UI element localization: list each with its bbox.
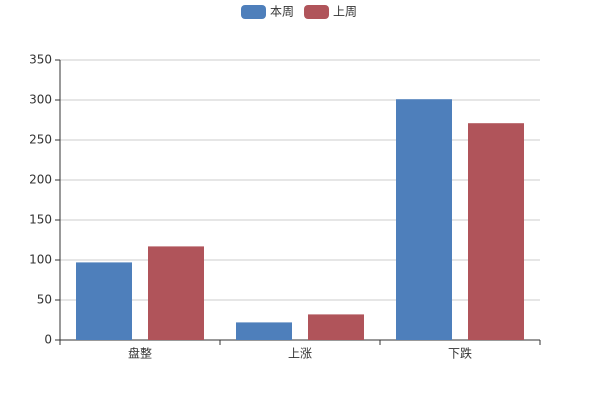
- bar[interactable]: [396, 99, 452, 340]
- x-tick-label: 上涨: [288, 346, 312, 361]
- y-tick-label: 250: [29, 133, 52, 147]
- y-tick-label: 0: [44, 333, 52, 347]
- legend-label[interactable]: 本周: [270, 5, 294, 19]
- y-tick-label: 350: [29, 53, 52, 67]
- y-tick-label: 100: [29, 253, 52, 267]
- x-tick-label: 下跌: [448, 346, 472, 361]
- bar[interactable]: [308, 314, 364, 340]
- legend-label[interactable]: 上周: [333, 5, 357, 19]
- legend-swatch[interactable]: [304, 5, 330, 19]
- x-tick-label: 盘整: [128, 346, 152, 361]
- bar[interactable]: [76, 262, 132, 340]
- bar[interactable]: [468, 123, 524, 340]
- bar[interactable]: [236, 322, 292, 340]
- y-tick-label: 50: [37, 293, 52, 307]
- y-tick-label: 200: [29, 173, 52, 187]
- legend-swatch[interactable]: [241, 5, 266, 19]
- y-tick-label: 300: [29, 93, 52, 107]
- y-tick-label: 150: [29, 213, 52, 227]
- bar[interactable]: [148, 246, 204, 340]
